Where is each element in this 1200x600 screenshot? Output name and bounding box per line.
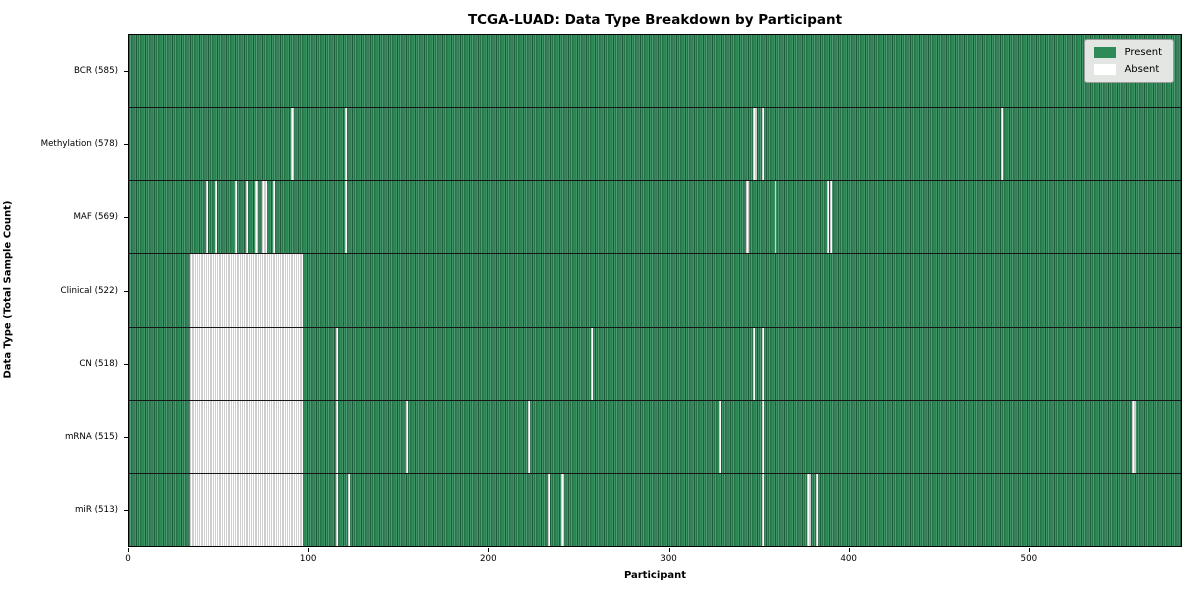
- x-tick-label: 200: [480, 554, 497, 564]
- x-tick-label: 300: [660, 554, 677, 564]
- heatmap-row-maf: [129, 181, 1181, 255]
- absent-stripe: [560, 473, 565, 546]
- absent-stripe: [190, 254, 304, 327]
- x-tick-label: 0: [125, 554, 131, 564]
- absent-stripe: [591, 327, 593, 400]
- absent-stripe: [235, 181, 237, 254]
- y-tick-mark: [124, 70, 128, 72]
- absent-stripe: [262, 181, 268, 254]
- heatmap-row-bcr: [129, 35, 1181, 109]
- absent-stripe: [206, 181, 209, 254]
- y-axis: BCR (585) Methylation (578) MAF (569) Clini…: [0, 34, 128, 547]
- y-tick-mark: [124, 143, 128, 145]
- x-tick-mark: [488, 548, 490, 552]
- absent-stripe: [774, 181, 777, 254]
- absent-stripe: [745, 181, 750, 254]
- absent-stripe: [548, 473, 550, 546]
- absent-stripe: [761, 400, 764, 473]
- absent-stripe: [761, 108, 764, 181]
- legend-item-present: Present: [1094, 47, 1162, 58]
- y-tick-mark: [124, 217, 128, 219]
- x-tick-mark: [848, 548, 850, 552]
- absent-stripe: [753, 108, 757, 181]
- heatmap-row-methylation: [129, 108, 1181, 182]
- y-tick-label-methylation: Methylation (578): [40, 138, 118, 149]
- x-tick-label: 500: [1020, 554, 1038, 564]
- absent-stripe: [826, 181, 829, 254]
- absent-stripe: [290, 108, 295, 181]
- absent-stripe: [344, 108, 347, 181]
- x-tick-label: 400: [840, 554, 857, 564]
- absent-stripe: [405, 400, 408, 473]
- absent-stripe: [1001, 108, 1003, 181]
- absent-stripe: [830, 181, 833, 254]
- y-tick-label-maf: MAF (569): [73, 212, 118, 223]
- absent-stripe: [815, 473, 818, 546]
- y-tick-label-bcr: BCR (585): [73, 65, 118, 76]
- absent-stripe: [528, 400, 531, 473]
- absent-stripe: [245, 181, 248, 254]
- heatmap-row-mrna: [129, 400, 1181, 474]
- absent-stripe: [718, 400, 721, 473]
- y-tick-mark: [124, 437, 128, 439]
- heatmap-row-mir: [129, 473, 1181, 546]
- absent-stripe: [335, 400, 338, 473]
- y-tick-mark: [124, 290, 128, 292]
- absent-stripe: [753, 327, 755, 400]
- legend: Present Absent: [1084, 39, 1174, 83]
- y-tick-label-clinical: Clinical (522): [60, 285, 118, 296]
- x-tick-mark: [668, 548, 670, 552]
- x-tick-mark: [128, 548, 129, 552]
- x-axis: 0 100 200 300 400 500: [125, 547, 1182, 571]
- absent-stripe: [254, 181, 259, 254]
- absent-swatch-icon: [1094, 64, 1117, 75]
- absent-stripe: [272, 181, 275, 254]
- y-tick-label-mir: miR (513): [74, 505, 118, 516]
- y-tick-mark: [124, 363, 128, 365]
- x-tick-mark: [308, 548, 310, 552]
- absent-stripe: [806, 473, 811, 546]
- legend-label-absent: Absent: [1124, 64, 1160, 75]
- legend-item-absent: Absent: [1094, 64, 1162, 75]
- absent-stripe: [344, 181, 347, 254]
- present-swatch-icon: [1094, 47, 1117, 58]
- y-tick-mark: [124, 510, 128, 512]
- y-tick-label-mrna: mRNA (515): [64, 432, 118, 443]
- heatmap-row-clinical: [129, 254, 1181, 328]
- absent-stripe: [761, 327, 764, 400]
- x-tick-label: 100: [299, 554, 317, 564]
- absent-stripe: [190, 400, 304, 473]
- absent-stripe: [215, 181, 218, 254]
- chart-title: TCGA-LUAD: Data Type Breakdown by Partic…: [467, 12, 843, 28]
- absent-stripe: [335, 473, 338, 546]
- plot-area: Present Absent: [128, 34, 1182, 547]
- y-tick-label-cn: CN (518): [79, 358, 118, 369]
- absent-stripe: [335, 327, 338, 400]
- legend-label-present: Present: [1124, 47, 1162, 58]
- absent-stripe: [348, 473, 351, 546]
- absent-stripe: [1132, 400, 1137, 473]
- x-tick-mark: [1028, 548, 1030, 552]
- x-axis-label: Participant: [623, 570, 687, 581]
- absent-stripe: [761, 473, 764, 546]
- absent-stripe: [190, 327, 304, 400]
- heatmap-row-cn: [129, 327, 1181, 401]
- absent-stripe: [190, 473, 304, 546]
